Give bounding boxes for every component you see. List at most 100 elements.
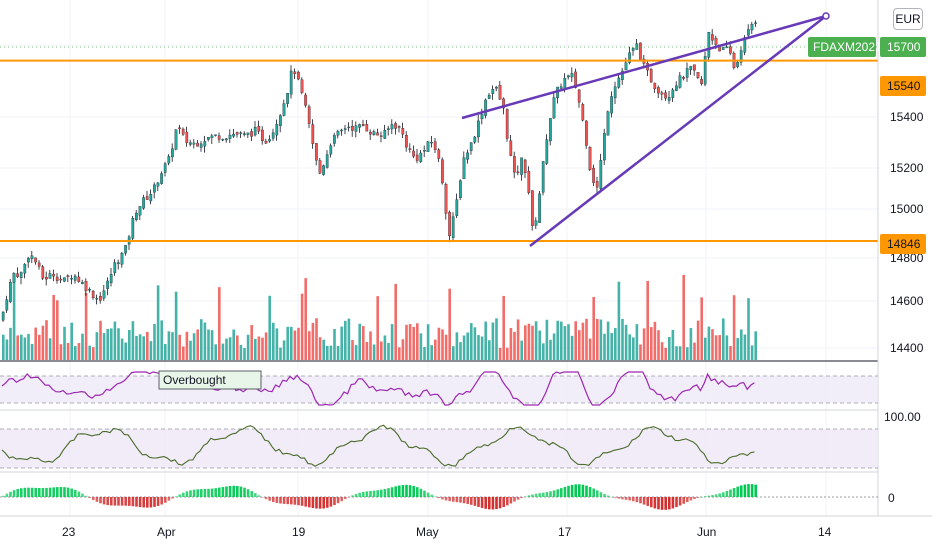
candle-body <box>700 79 703 85</box>
macd-bar <box>538 493 541 497</box>
volume-bar <box>509 327 513 360</box>
candle-body <box>520 157 523 175</box>
last-price-label: 15700 <box>887 40 921 54</box>
macd-bar <box>434 496 437 498</box>
candle-body <box>570 73 574 78</box>
rising-wedge-trendlines[interactable] <box>461 12 830 247</box>
volume-bar <box>45 320 48 360</box>
macd-bar <box>743 484 747 497</box>
macd-bar <box>527 495 531 497</box>
candle-body <box>271 132 275 139</box>
volume-bar <box>41 325 45 360</box>
upper-trendline[interactable] <box>461 14 827 120</box>
macd-bar <box>380 489 383 497</box>
candle-body <box>340 129 343 132</box>
volume-bar <box>279 347 282 360</box>
price-tick: 14600 <box>890 294 924 308</box>
macd-bar <box>430 494 433 497</box>
macd-bar <box>556 489 559 497</box>
volume-bar <box>657 330 660 360</box>
macd-bar <box>646 497 649 506</box>
candle-body <box>671 89 675 98</box>
lower-trendline[interactable] <box>529 15 827 247</box>
macd-bar <box>293 497 297 505</box>
macd-bar <box>113 497 117 506</box>
candle-body <box>225 138 228 141</box>
macd-bar <box>707 495 711 497</box>
candle-body <box>383 130 387 139</box>
candle-body <box>210 135 214 138</box>
volume-bar <box>441 329 444 360</box>
volume-bar <box>232 329 235 360</box>
candle-body <box>545 139 549 164</box>
volume-bar <box>275 328 279 360</box>
candle-body <box>693 64 696 71</box>
volume-bar <box>567 324 570 360</box>
candle-body <box>459 180 462 198</box>
candle-body <box>30 255 34 259</box>
volume-bar <box>495 318 498 360</box>
candle-body <box>325 154 329 168</box>
candle-body <box>77 276 81 282</box>
currency-button[interactable]: EUR <box>893 8 923 30</box>
macd-bar <box>52 487 55 497</box>
volume-bar <box>70 322 73 360</box>
candle-body <box>538 193 541 223</box>
volume-bar <box>520 340 523 360</box>
candle-body <box>253 127 257 136</box>
candle-body <box>192 142 196 145</box>
macd-bar <box>696 497 700 498</box>
volume-bar <box>156 285 160 360</box>
candle-body <box>649 69 653 83</box>
candle-body <box>631 47 635 51</box>
trendline-handle[interactable] <box>822 12 830 20</box>
volume-bar <box>365 341 369 360</box>
macd-bar <box>704 496 707 497</box>
candle-body <box>617 77 621 88</box>
rsi-pane[interactable]: Overbought <box>0 370 878 406</box>
candle-body <box>88 289 91 291</box>
macd-bar <box>650 497 653 508</box>
volume-bar <box>682 274 685 360</box>
macd-bar <box>344 497 347 500</box>
volume-bar <box>210 330 214 360</box>
horizontal-levels[interactable] <box>0 46 878 243</box>
volume-bar <box>185 331 189 360</box>
candle-body <box>750 24 754 31</box>
macd-bar <box>549 491 552 497</box>
volume-bar <box>182 346 185 360</box>
macd-bar <box>506 497 509 506</box>
macd-bar <box>12 490 16 497</box>
volume-bar <box>664 347 667 360</box>
candle-body <box>664 92 667 99</box>
candle-body <box>696 72 700 78</box>
candle-body <box>610 96 613 114</box>
macd-bar <box>686 497 689 503</box>
volume-bar <box>297 327 300 360</box>
macd-bar <box>408 485 412 497</box>
stochastic-pane[interactable] <box>0 424 878 469</box>
volume-bar <box>452 346 455 360</box>
overbought-annotation-box[interactable] <box>158 370 262 390</box>
macd-bar <box>45 487 48 497</box>
time-axis[interactable]: 23 Apr 19 May 17 Jun 14 <box>62 525 832 539</box>
date-tick: 23 <box>62 525 76 539</box>
level-badge-14846 <box>880 234 926 254</box>
candle-body <box>16 273 19 277</box>
candle-body <box>502 98 505 109</box>
macd-bar <box>221 486 225 497</box>
candle-body <box>336 131 340 136</box>
volume-bar <box>606 321 610 360</box>
macd-bar <box>254 493 257 497</box>
price-tick: 14800 <box>890 251 924 265</box>
volume-bar <box>164 344 167 360</box>
volume-bar <box>351 340 354 360</box>
candle-body <box>142 197 145 209</box>
rsi-band <box>0 376 878 403</box>
volume-bar <box>545 319 549 360</box>
candle-body <box>145 196 149 200</box>
candle-body <box>113 262 117 274</box>
volume-bar <box>92 347 95 360</box>
price-axis[interactable]: 15600 15400 15200 15000 14800 14600 1440… <box>808 37 926 505</box>
